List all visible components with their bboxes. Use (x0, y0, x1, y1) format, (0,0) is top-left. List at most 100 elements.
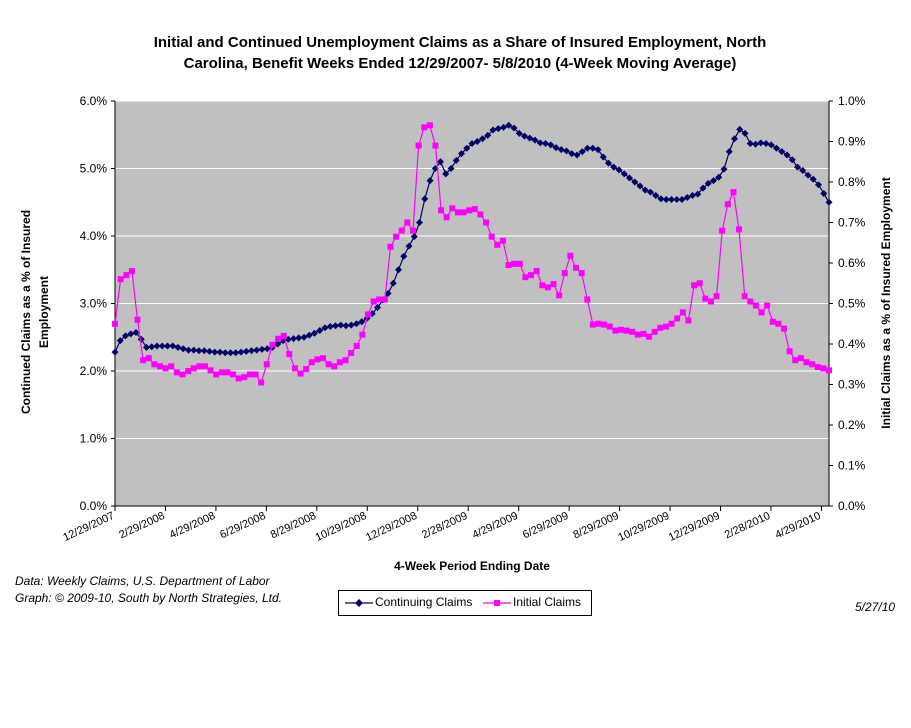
y-left-tick-label: 6.0% (80, 94, 108, 108)
initial-claims-point (359, 331, 366, 338)
y-right-tick-label: 0.3% (838, 378, 866, 392)
initial-claims-point (409, 227, 416, 234)
continuing-claims-point (305, 331, 313, 339)
continuing-claims-point (295, 334, 303, 342)
x-tick-label: 4/29/2009 (471, 510, 520, 542)
initial-claims-point (747, 298, 754, 305)
continuing-claims-point (689, 192, 696, 199)
initial-claims-point (640, 330, 647, 337)
x-tick-label: 8/29/2008 (269, 510, 318, 542)
continuing-claims-point (552, 144, 560, 152)
continuing-claims-point (641, 186, 649, 194)
continuing-claims-point (426, 177, 434, 185)
initial-claims-point (297, 370, 304, 377)
initial-claims-point (140, 357, 147, 364)
initial-claims-point (511, 260, 518, 267)
continuing-claims-point (332, 322, 339, 330)
y-right-tick-label: 0.8% (838, 175, 866, 189)
initial-claims-point (376, 296, 383, 303)
continuing-claims-point (227, 349, 234, 357)
initial-claims-point (308, 359, 315, 366)
continuing-claims-series (111, 121, 833, 357)
initial-claims-point (303, 366, 310, 373)
continuing-claims-point (778, 148, 786, 156)
y-left-tick-label: 5.0% (80, 162, 108, 176)
legend-initial-swatch (483, 600, 511, 606)
continuing-claims-point (757, 139, 765, 147)
initial-claims-point (421, 124, 428, 131)
continuing-claims-point (783, 151, 791, 159)
initial-claims-point (691, 282, 698, 289)
initial-claims-point (454, 209, 461, 216)
continuing-claims-point (720, 165, 728, 173)
continuing-claims-point (815, 181, 822, 189)
initial-claims-point (578, 270, 585, 277)
continuing-claims-point (232, 349, 240, 357)
initial-claims-point (623, 327, 630, 334)
initial-claims-point (325, 361, 332, 368)
initial-claims-point (438, 207, 445, 214)
initial-claims-point (364, 311, 371, 318)
continuing-claims-point (647, 188, 654, 196)
initial-claims-point (370, 298, 377, 305)
initial-claims-point (820, 365, 827, 372)
x-tick-label: 2/28/2010 (723, 510, 772, 542)
initial-claims-point (145, 355, 152, 362)
initial-claims-point (651, 328, 658, 335)
initial-claims-point (128, 268, 135, 275)
initial-claims-point (477, 211, 484, 218)
continuing-claims-point (132, 329, 140, 337)
initial-claims-point (674, 315, 681, 322)
continuing-claims-point (127, 330, 135, 338)
continuing-claims-point (542, 140, 549, 148)
continuing-claims-point (358, 318, 366, 326)
y-left-tick-label: 2.0% (80, 364, 108, 378)
legend: Continuing Claims Initial Claims (338, 590, 592, 616)
continuing-claims-point (437, 158, 444, 166)
initial-claims-point (258, 379, 265, 386)
y-right-tick-label: 0.2% (838, 418, 866, 432)
initial-claims-point (488, 233, 495, 240)
continuing-claims-point (374, 304, 381, 312)
continuing-claims-point (731, 135, 738, 143)
continuing-claims-point (725, 148, 733, 156)
continuing-claims-point (400, 252, 408, 260)
initial-claims-point (595, 320, 602, 327)
initial-claims-point (662, 323, 669, 330)
continuing-claims-point (148, 343, 156, 351)
continuing-claims-point (610, 163, 618, 171)
continuing-claims-point (694, 190, 702, 198)
continuing-claims-point (237, 348, 245, 356)
continuing-claims-point (741, 129, 749, 137)
continuing-claims-point (389, 279, 397, 287)
continuing-claims-point (615, 166, 623, 174)
initial-claims-point (179, 371, 186, 378)
continuing-claims-point (804, 171, 812, 179)
initial-claims-point (415, 142, 422, 149)
continuing-claims-point (536, 139, 544, 147)
initial-claims-point (505, 262, 512, 269)
continuing-claims-point (584, 144, 591, 152)
continuing-claims-point (484, 131, 492, 139)
initial-claims-point (781, 325, 788, 332)
initial-claims-point (516, 260, 523, 267)
initial-claims-point (190, 365, 197, 372)
continuing-claims-point (568, 150, 576, 158)
initial-claims-point (426, 122, 433, 129)
continuing-claims-point (557, 146, 565, 154)
initial-claims-point (522, 274, 529, 281)
continuing-claims-point (164, 342, 171, 350)
initial-claims-point (218, 369, 225, 376)
initial-claims-point (589, 321, 596, 328)
initial-claims-point (342, 357, 349, 364)
initial-claims-point (679, 309, 686, 316)
initial-claims-point (606, 323, 613, 330)
continuing-claims-point (715, 173, 723, 181)
continuing-claims-point (773, 144, 780, 152)
x-tick-label: 2/29/2008 (117, 510, 166, 542)
continuing-claims-point (169, 342, 177, 350)
continuing-claims-point (673, 196, 681, 204)
continuing-claims-point (143, 343, 150, 351)
y-right-tick-label: 0.4% (838, 337, 866, 351)
initial-claims-point (702, 295, 709, 302)
